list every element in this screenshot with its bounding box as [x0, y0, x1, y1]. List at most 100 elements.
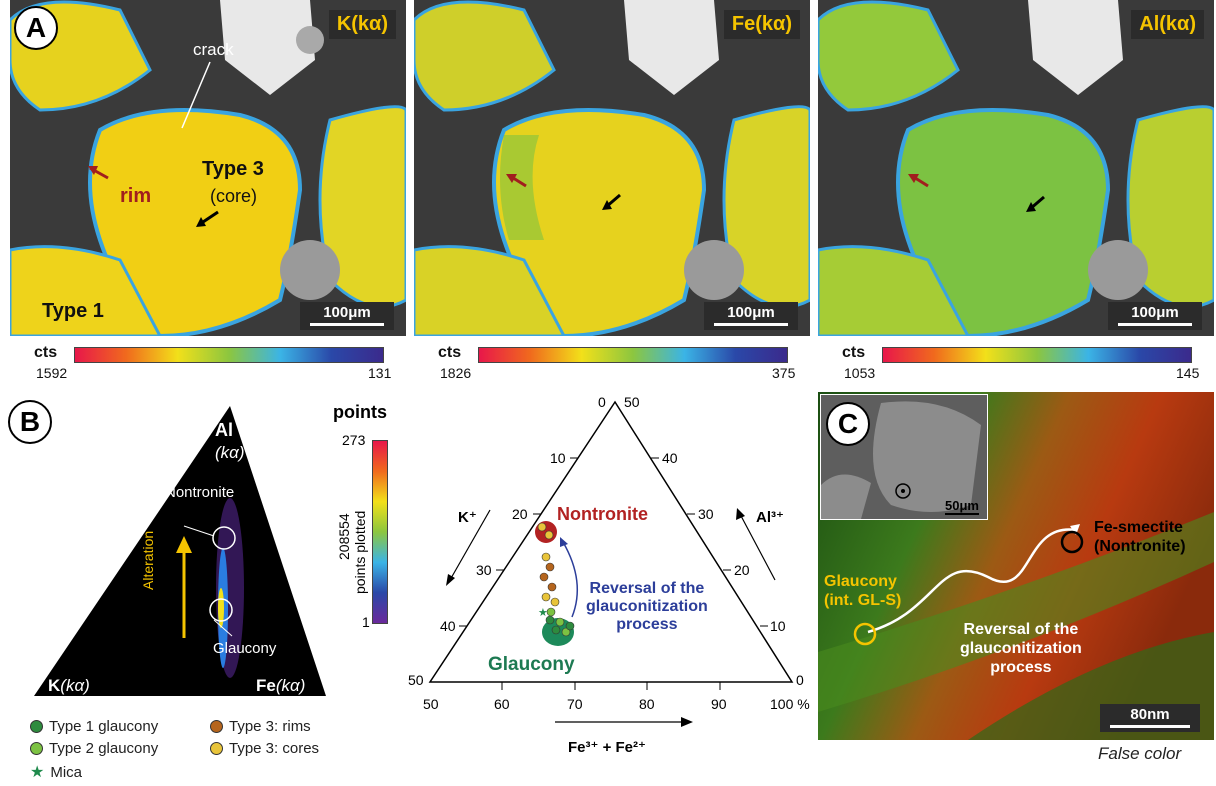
density-glaucony-label: Glaucony — [213, 640, 277, 657]
fe-smectite-label: Fe-smectite (Nontronite) — [1094, 518, 1186, 556]
k-map-scale: 100μm — [300, 302, 394, 330]
k-colorbar — [74, 347, 384, 363]
annotation-rim: rim — [120, 185, 152, 207]
fe-map-title: Fe(kα) — [723, 10, 800, 39]
al-map: Al(kα) 100μm — [818, 0, 1214, 336]
glaucony-c-line2: (int. GL-S) — [824, 592, 902, 609]
legend-type3-cores: Type 3: cores — [210, 740, 319, 757]
legend-type2-dot — [30, 742, 43, 755]
glaucony-c-line1: Glaucony — [824, 573, 897, 590]
legend-type1: Type 1 glaucony — [30, 718, 158, 735]
points-mid: 208554 — [336, 513, 352, 560]
points-max: 273 — [342, 432, 366, 448]
right-tick-0: 0 — [796, 672, 804, 688]
legend-type2: Type 2 glaucony — [30, 740, 158, 757]
al-colorbar — [882, 347, 1192, 363]
apex-fe: Fe(kα) — [256, 676, 305, 696]
glaucony-c-label: Glaucony (int. GL-S) — [824, 572, 901, 610]
bottom-tick-90: 90 — [711, 696, 727, 712]
bottom-tick-50: 50 — [423, 696, 439, 712]
annotation-core: (core) — [210, 186, 258, 206]
panel-c-scale-bar — [1110, 725, 1190, 728]
k-scale-bar — [310, 323, 384, 326]
right-tick-50: 50 — [624, 394, 640, 410]
fe-map-scale: 100μm — [704, 302, 798, 330]
left-tick-40: 40 — [440, 618, 456, 634]
fe-map-arrows — [506, 174, 621, 210]
fe-smectite-line1: Fe-smectite — [1094, 519, 1183, 536]
ternary-diagram: ★ — [428, 400, 794, 727]
legend-type3-cores-dot — [210, 742, 223, 755]
legend-mica: ★ Mica — [30, 762, 82, 782]
al-scale-bar — [1118, 323, 1192, 326]
left-tick-30: 30 — [476, 562, 492, 578]
panel-c-scale-label: 80nm — [1130, 706, 1170, 723]
al-cts-max: 1053 — [844, 365, 876, 381]
fe-cts-max: 1826 — [440, 365, 472, 381]
apex-k: K(kα) — [48, 676, 90, 696]
legend-type3-rims-label: Type 3: rims — [229, 718, 311, 735]
al-cts-label: cts — [842, 344, 866, 361]
bottom-tick-60: 60 — [494, 696, 510, 712]
points-min: 1 — [362, 614, 370, 630]
bottom-tick-80: 80 — [639, 696, 655, 712]
al-map-title: Al(kα) — [1131, 10, 1204, 39]
ternary-reversal-2: glauconitization — [586, 598, 708, 615]
ternary-nontronite: Nontronite — [557, 504, 648, 524]
k-cts-label: cts — [34, 344, 58, 361]
left-tick-0: 0 — [598, 394, 606, 410]
apex-al: Al — [215, 420, 233, 441]
fe-cts-min: 375 — [772, 365, 796, 381]
alteration-label: Alteration — [140, 530, 156, 590]
apex-al-label: Al — [215, 420, 233, 440]
legend-type1-label: Type 1 glaucony — [49, 718, 159, 735]
left-tick-50: 50 — [408, 672, 424, 688]
inset-scale: 50μm — [945, 498, 979, 515]
panel-b-ternary-density — [34, 406, 326, 696]
legend-type3-cores-label: Type 3: cores — [229, 740, 320, 757]
k-cts-min: 131 — [368, 365, 392, 381]
right-tick-30: 30 — [698, 506, 714, 522]
apex-k-sub: (kα) — [60, 676, 90, 695]
al-map-arrows — [908, 174, 1045, 212]
k-cts-max: 1592 — [36, 365, 68, 381]
star-icon: ★ — [30, 764, 45, 781]
reversal-c-1: Reversal of the — [963, 621, 1079, 638]
false-color-caption: False color — [1098, 744, 1182, 763]
panel-c-image: 50μm C Fe-smectite (Nontronite) Glaucony… — [818, 392, 1214, 740]
reversal-c-label: Reversal of the glauconitization process — [960, 620, 1082, 677]
al-map-image — [818, 0, 1214, 336]
ternary-glaucony: Glaucony — [488, 654, 575, 675]
points-title: points — [333, 402, 387, 422]
right-tick-10: 10 — [770, 618, 786, 634]
panel-c-scale: 80nm — [1100, 704, 1200, 732]
legend-mica-label: Mica — [50, 763, 83, 781]
apex-al-sub: (kα) — [215, 443, 245, 462]
legend-type3-rims: Type 3: rims — [210, 718, 311, 735]
reversal-c-3: process — [990, 659, 1052, 676]
k-map: K(kα) 100μm crack rim Type 3 (core) Type… — [10, 0, 406, 336]
reversal-c-2: glauconitization — [960, 640, 1082, 657]
panel-c-label: C — [826, 402, 870, 446]
k-axis-label: K⁺ — [458, 509, 477, 526]
right-tick-20: 20 — [734, 562, 750, 578]
fe-scale-bar — [714, 323, 788, 326]
points-axis-label: points plotted — [352, 510, 368, 594]
ternary-reversal-3: process — [616, 616, 678, 633]
fe-colorbar — [478, 347, 788, 363]
fe-axis-label: Fe³⁺ + Fe²⁺ — [568, 739, 646, 756]
ternary-reversal: Reversal of the glauconitization process — [586, 580, 708, 634]
fe-map: Fe(kα) 100μm — [414, 0, 810, 336]
panel-b-label: B — [8, 400, 52, 444]
left-tick-10: 10 — [550, 450, 566, 466]
fe-cts-label: cts — [438, 344, 462, 361]
annotation-type3: Type 3 — [202, 158, 264, 180]
k-scale-label: 100μm — [323, 304, 371, 321]
apex-fe-sub: (kα) — [275, 676, 306, 695]
fe-smectite-line2: (Nontronite) — [1094, 538, 1186, 555]
fe-map-image — [414, 0, 810, 336]
legend-type2-label: Type 2 glaucony — [49, 740, 159, 757]
al-scale-label: 100μm — [1131, 304, 1179, 321]
bottom-tick-70: 70 — [567, 696, 583, 712]
legend-type3-rims-dot — [210, 720, 223, 733]
